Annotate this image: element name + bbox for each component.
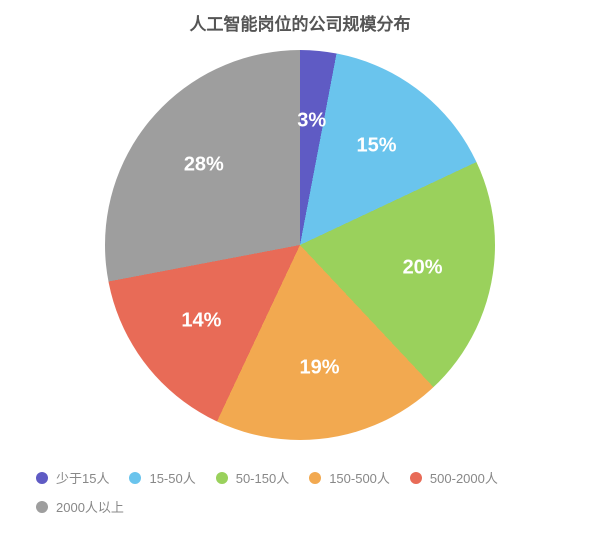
- legend-swatch: [36, 501, 48, 513]
- legend-item: 少于15人: [36, 468, 109, 487]
- legend-label: 50-150人: [236, 468, 289, 487]
- slice-label: 28%: [184, 154, 224, 177]
- slice-label: 19%: [300, 357, 340, 380]
- legend-item: 2000人以上: [36, 497, 124, 516]
- legend-swatch: [36, 472, 48, 484]
- legend: 少于15人 15-50人 50-150人 150-500人 500-2000人 2000人…: [36, 468, 580, 516]
- legend-label: 2000人以上: [56, 497, 124, 516]
- slice-label: 15%: [356, 135, 396, 158]
- legend-item: 15-50人: [129, 468, 195, 487]
- legend-label: 少于15人: [56, 468, 109, 487]
- legend-swatch: [129, 472, 141, 484]
- legend-swatch: [410, 472, 422, 484]
- legend-item: 500-2000人: [410, 468, 498, 487]
- legend-label: 15-50人: [149, 468, 195, 487]
- legend-label: 150-500人: [329, 468, 390, 487]
- slice-label: 20%: [403, 257, 443, 280]
- legend-item: 50-150人: [216, 468, 289, 487]
- pie-chart: 3% 15% 20% 19% 14% 28%: [105, 50, 495, 440]
- slice-label: 14%: [181, 310, 221, 333]
- slice-label: 3%: [297, 109, 326, 132]
- chart-title: 人工智能岗位的公司规模分布: [0, 0, 600, 35]
- legend-item: 150-500人: [309, 468, 390, 487]
- legend-label: 500-2000人: [430, 468, 498, 487]
- legend-swatch: [309, 472, 321, 484]
- legend-swatch: [216, 472, 228, 484]
